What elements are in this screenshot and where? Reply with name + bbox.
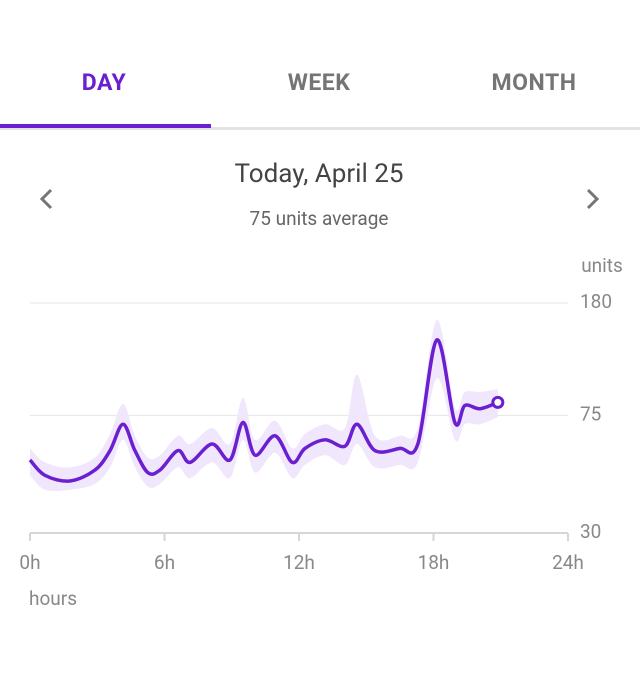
x-tick-label: 24h [552, 551, 584, 574]
next-arrow[interactable] [586, 188, 600, 210]
data-line [28, 338, 499, 483]
tab[interactable]: WEEK [288, 69, 351, 96]
y-tick-label: 75 [580, 402, 601, 425]
range-band [30, 319, 498, 492]
x-tick-label: 6h [154, 551, 175, 574]
date-subtitle: 75 units average [250, 207, 389, 230]
y-tick-label: 30 [580, 520, 601, 543]
x-tick-label: 0h [19, 551, 40, 574]
tab-indicator [0, 124, 211, 128]
x-axis-label: hours [29, 587, 77, 610]
y-tick-label: 180 [580, 290, 612, 313]
tab-bar-shadow [0, 127, 640, 130]
prev-arrow[interactable] [39, 188, 53, 210]
x-tick-label: 12h [283, 551, 315, 574]
y-axis-label: units [581, 254, 623, 277]
date-title: Today, April 25 [235, 159, 404, 189]
tab[interactable]: DAY [82, 69, 127, 96]
last-point [491, 395, 505, 409]
tab[interactable]: MONTH [492, 69, 577, 96]
x-tick-label: 18h [418, 551, 450, 574]
